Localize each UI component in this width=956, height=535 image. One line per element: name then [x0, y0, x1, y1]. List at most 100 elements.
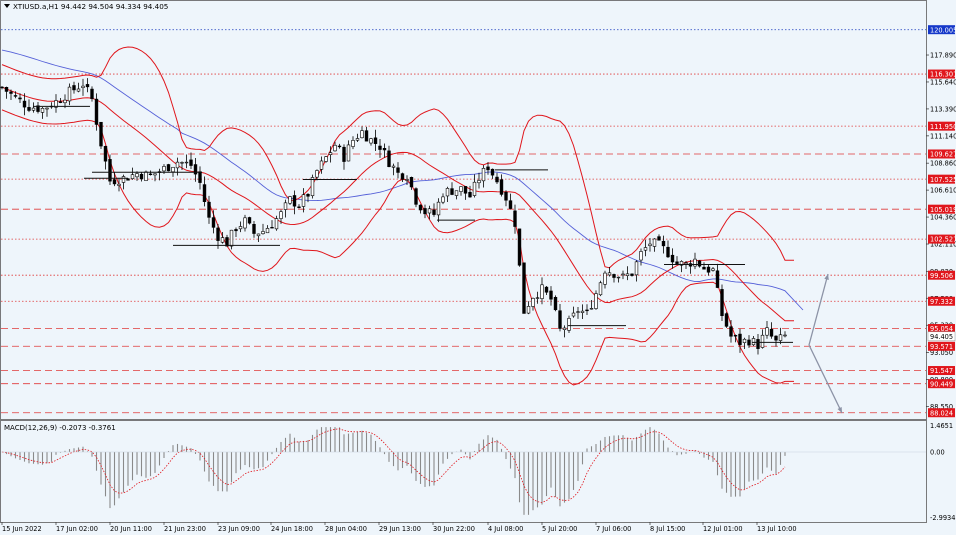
- level-label: 116.301: [930, 71, 956, 79]
- candle-body: [481, 168, 486, 182]
- candle-body: [85, 84, 90, 88]
- candle-body: [373, 137, 378, 144]
- candle-body: [180, 162, 184, 164]
- candle-body: [306, 193, 310, 197]
- candle-body: [256, 233, 261, 237]
- level-label: 95.054: [930, 325, 953, 333]
- macd-histogram: 1.4651 0.00 -2.9934: [1, 422, 955, 522]
- level-label-box[interactable]: [928, 366, 955, 376]
- projection-arrows[interactable]: [808, 273, 843, 414]
- candle-body: [468, 191, 472, 198]
- candle-body: [742, 338, 747, 344]
- candle-body: [490, 168, 495, 176]
- dropdown-triangle-icon[interactable]: [4, 4, 10, 8]
- current-price-box[interactable]: [927, 331, 956, 342]
- level-label-box[interactable]: [928, 341, 955, 351]
- candle-body: [27, 107, 31, 111]
- time-tick-label: 5 Jul 20:00: [542, 525, 577, 533]
- candle-body: [99, 121, 103, 147]
- current-price-label: 94.405: [930, 333, 953, 341]
- candle-body: [634, 261, 639, 276]
- candle-body: [459, 186, 463, 192]
- candle-body: [238, 226, 243, 230]
- candle-body: [661, 240, 666, 247]
- candle-body: [693, 258, 697, 267]
- candle-body: [81, 85, 85, 89]
- level-label-box[interactable]: [928, 121, 955, 131]
- candle-body: [625, 273, 630, 276]
- candle-body: [243, 217, 247, 229]
- candle-body: [679, 261, 684, 266]
- candle-body: [162, 166, 166, 172]
- level-label: 97.332: [930, 298, 953, 306]
- candle-body: [594, 293, 598, 309]
- macd-axis-label: 0.00: [930, 449, 945, 457]
- candle-body: [45, 107, 49, 110]
- time-tick-label: 30 Jun 22:00: [433, 525, 475, 533]
- candle-body: [589, 308, 594, 310]
- candle-body: [166, 164, 171, 172]
- projection-arrow-down[interactable]: [808, 344, 843, 414]
- level-label-box[interactable]: [928, 324, 955, 334]
- candle-body: [184, 161, 189, 164]
- candle-body: [342, 146, 346, 162]
- time-tick-label: 13 Jul 10:00: [757, 525, 797, 533]
- candle-body: [522, 262, 526, 314]
- candle-body: [310, 177, 315, 197]
- candle-body: [702, 266, 706, 270]
- candle-body: [225, 237, 229, 247]
- candle-body: [31, 107, 36, 111]
- candle-body: [607, 272, 612, 276]
- candle-body: [558, 310, 562, 329]
- level-label-box[interactable]: [928, 204, 955, 214]
- level-label-box[interactable]: [928, 149, 955, 159]
- price-pane-frame: [0, 0, 927, 420]
- candle-body: [445, 188, 450, 197]
- level-label-box[interactable]: [928, 379, 955, 389]
- candle-body: [508, 200, 513, 209]
- candle-body: [567, 318, 571, 331]
- macd-axis-label: 1.4651: [930, 422, 953, 430]
- projection-arrow-down-head[interactable]: [837, 407, 842, 413]
- candle-body: [616, 276, 621, 279]
- level-label-box[interactable]: [928, 296, 955, 306]
- candle-body: [171, 166, 175, 173]
- candlesticks: [0, 78, 787, 355]
- level-label-box[interactable]: [928, 270, 955, 280]
- candle-body: [409, 177, 414, 188]
- time-axis[interactable]: 15 Jun 2022 17 Jun 02:00 20 Jun 11:00 21 Ju…: [1, 522, 797, 533]
- level-label-box[interactable]: [928, 25, 955, 35]
- candle-body: [562, 327, 567, 330]
- candle-body: [364, 130, 369, 142]
- candle-body: [9, 91, 13, 94]
- level-label-box[interactable]: [928, 234, 955, 244]
- time-tick-label: 8 Jul 15:00: [650, 525, 685, 533]
- level-label: 93.571: [930, 343, 953, 351]
- level-label: 91.547: [930, 367, 953, 375]
- candle-body: [270, 226, 274, 229]
- level-label-box[interactable]: [928, 174, 955, 184]
- candle-body: [301, 194, 306, 207]
- level-label-box[interactable]: [928, 69, 955, 79]
- candle-body: [108, 159, 112, 182]
- time-tick-label: 28 Jun 04:00: [325, 525, 367, 533]
- candle-body: [630, 273, 634, 276]
- symbol-header[interactable]: XTIUSD.a,H1 94.442 94.504 94.334 94.405: [4, 2, 168, 11]
- candle-body: [58, 101, 63, 103]
- bollinger-bands: [1, 46, 794, 386]
- time-tick-label: 4 Jul 08:00: [488, 525, 523, 533]
- price-axis[interactable]: 117.890 115.640 113.390 111.140 108.860 106.6…: [926, 25, 956, 417]
- bb-lower-band: [1, 109, 794, 386]
- projection-arrow-up[interactable]: [808, 273, 829, 346]
- time-tick-label: 15 Jun 2022: [2, 525, 42, 533]
- level-label-box[interactable]: [928, 408, 955, 418]
- macd-header-text: MACD(12,26,9) -0.2073 -0.3761: [4, 424, 116, 432]
- candle-body: [265, 228, 270, 234]
- candle-body: [211, 217, 216, 228]
- candle-body: [747, 339, 751, 346]
- level-label: 99.506: [930, 272, 953, 280]
- projection-arrow-up-head[interactable]: [824, 274, 829, 280]
- candle-body: [670, 254, 675, 263]
- candle-body: [13, 95, 18, 97]
